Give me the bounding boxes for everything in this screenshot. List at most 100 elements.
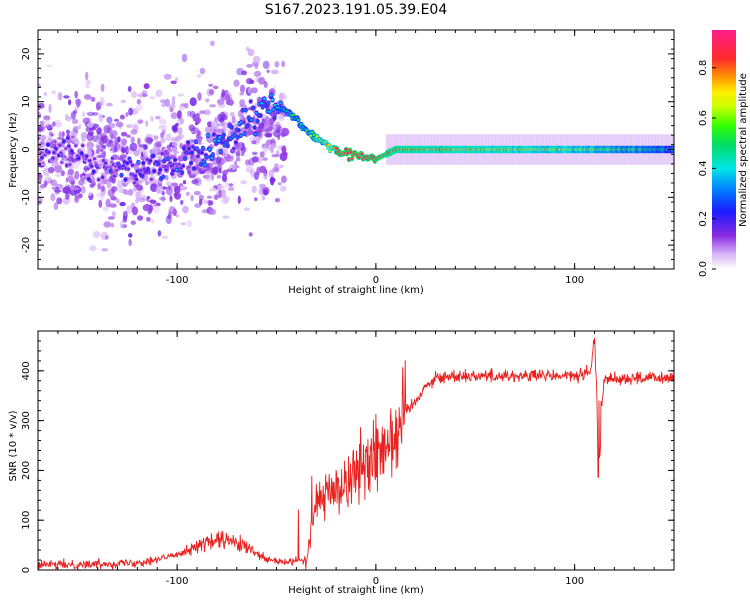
heatmap-ridge-core (171, 169, 175, 172)
heatmap-noise-blob (180, 199, 184, 205)
heatmap-noise-blob (120, 139, 124, 149)
heatmap-noise-blob (253, 70, 262, 77)
heatmap-noise-blob (85, 80, 92, 85)
heatmap-ridge-core (47, 151, 51, 154)
heatmap-ridge-core (237, 129, 241, 132)
heatmap-ridge-core (126, 167, 130, 171)
heatmap-ridge-core (271, 108, 276, 111)
heatmap-noise-blob (145, 181, 150, 186)
heatmap-ridge-core (201, 146, 205, 150)
heatmap-noise-blob (209, 162, 214, 168)
heatmap-noise-blob (221, 121, 227, 127)
heatmap-noise-blob (281, 127, 290, 137)
heatmap-noise-blob (262, 157, 268, 161)
heatmap-ridge-core (177, 163, 181, 166)
heatmap-noise-blob (90, 96, 96, 102)
heatmap-ridge-core (110, 157, 115, 160)
heatmap-ridge-core (71, 135, 75, 139)
y-tick-label: -20 (21, 237, 32, 253)
heatmap-noise-blob (209, 104, 217, 108)
heatmap-noise-blob (97, 127, 102, 135)
heatmap-ridge-core (278, 101, 283, 105)
heatmap-ridge-core (226, 144, 230, 148)
heatmap-noise-blob (179, 185, 186, 191)
heatmap-ridge-core (270, 98, 275, 102)
heatmap-noise-blob (39, 120, 45, 126)
heatmap-noise-blob (54, 164, 62, 173)
heatmap-noise-blob (221, 174, 228, 183)
heatmap-ridge-core (94, 161, 98, 164)
heatmap-noise-blob (163, 73, 172, 80)
heatmap-ridge-core (140, 174, 144, 178)
heatmap-ridge-core (222, 133, 226, 137)
heatmap-ridge-core (187, 147, 191, 150)
heatmap-ridge-core (220, 141, 224, 144)
snr-panel: -100 0 100 0 100 200 300 400 Height of straight… (8, 330, 675, 596)
heatmap-noise-blob (63, 95, 70, 99)
heatmap-noise-blob (38, 103, 41, 111)
heatmap-noise-blob (65, 115, 72, 122)
heatmap-noise-blob (208, 89, 215, 95)
heatmap-ridge-core (64, 147, 68, 150)
x-tick-label: -100 (166, 576, 189, 587)
heatmap-noise-blob (157, 230, 162, 237)
heatmap-noise-blob (120, 146, 126, 153)
heatmap-noise-blob (63, 199, 71, 203)
heatmap-noise-blob (106, 181, 112, 189)
heatmap-ridge-core (39, 151, 43, 154)
snr-series-line (38, 337, 674, 570)
heatmap-ridge-core (101, 176, 105, 179)
heatmap-ridge-core (190, 151, 194, 154)
heatmap-ridge-core (260, 101, 264, 105)
heatmap-ridge-core (46, 143, 50, 146)
heatmap-ridge-core (60, 161, 64, 164)
heatmap-ridge-core (166, 157, 170, 160)
heatmap-noise-blob (118, 187, 124, 194)
heatmap-noise-blob (110, 195, 117, 201)
heatmap-ridge-core (104, 161, 108, 165)
heatmap-noise-blob (38, 196, 43, 206)
heatmap-noise-blob (70, 111, 76, 120)
heatmap-noise-blob (212, 166, 219, 176)
heatmap-noise-blob (240, 180, 248, 185)
heatmap-noise-blob (252, 156, 259, 163)
heatmap-noise-blob (137, 119, 144, 124)
heatmap-ridge-core (312, 133, 316, 137)
heatmap-ridge-core (183, 157, 187, 160)
heatmap-noise-blob (189, 97, 197, 107)
heatmap-noise-blob (193, 190, 201, 196)
heatmap-noise-blob (115, 121, 124, 128)
heatmap-ridge-core (121, 164, 126, 168)
heatmap-noise-blob (263, 189, 269, 196)
heatmap-noise-blob (273, 129, 281, 138)
heatmap-noise-blob (137, 137, 141, 146)
heatmap-noise-blob (199, 198, 203, 206)
heatmap-ridge-core (87, 177, 91, 181)
heatmap-noise-blob (50, 193, 56, 202)
heatmap-noise-blob (46, 64, 53, 68)
heatmap-noise-blob (108, 203, 117, 208)
heatmap-ridge-core (158, 168, 162, 171)
x-tick-label: 0 (373, 275, 379, 286)
heatmap-noise-blob (43, 115, 51, 121)
heatmap-noise-blob (239, 84, 246, 93)
heatmap-noise-blob (203, 109, 211, 116)
heatmap-noise-blob (89, 245, 97, 252)
heatmap-noise-blob (131, 108, 139, 115)
heatmap-noise-blob (201, 209, 210, 214)
heatmap-noise-blob (51, 158, 57, 168)
heatmap-noise-blob (62, 186, 70, 194)
colorbar-tick-label: 0.4 (698, 160, 709, 176)
heatmap-noise-blob (98, 199, 103, 208)
heatmap-noise-blob (219, 117, 225, 123)
heatmap-noise-blob (226, 158, 234, 162)
heatmap-ridge-core (252, 106, 256, 110)
heatmap-noise-blob (103, 221, 111, 228)
heatmap-ridge-core (68, 163, 72, 166)
heatmap-noise-blob (237, 195, 241, 204)
heatmap-noise-blob (216, 156, 221, 165)
heatmap-noise-blob (199, 110, 206, 115)
heatmap-noise-blob (80, 186, 86, 194)
heatmap-noise-blob (141, 93, 148, 97)
heatmap-noise-blob (142, 149, 147, 157)
